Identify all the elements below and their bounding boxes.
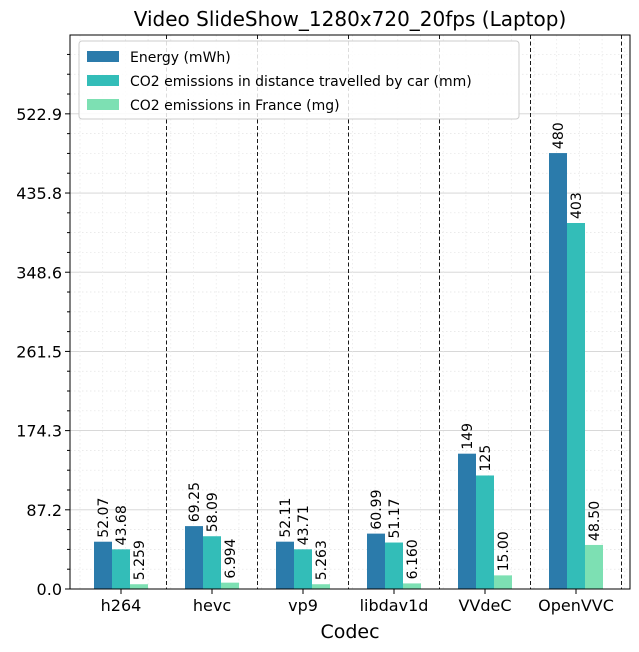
x-tick-label: vp9 <box>288 596 318 615</box>
legend-label: Energy (mWh) <box>130 50 231 66</box>
y-tick-label: 261.5 <box>16 343 62 362</box>
y-tick-label: 174.3 <box>16 422 62 441</box>
bars <box>94 153 603 590</box>
bar <box>94 541 112 589</box>
y-tick-label: 435.8 <box>16 184 62 203</box>
data-label: 69.25 <box>187 482 203 522</box>
chart-title: Video SlideShow_1280x720_20fps (Laptop) <box>134 7 567 31</box>
data-label: 58.09 <box>205 492 221 532</box>
data-label: 51.17 <box>387 498 403 538</box>
grid-layer <box>70 35 630 590</box>
data-label: 125 <box>478 445 494 472</box>
bar <box>494 575 512 589</box>
data-label: 5.259 <box>132 540 148 580</box>
data-label: 52.07 <box>96 498 112 538</box>
bar <box>185 526 203 589</box>
data-label: 6.160 <box>405 539 421 579</box>
y-tick-label: 348.6 <box>16 263 62 282</box>
legend-swatch <box>87 75 119 86</box>
data-label: 60.99 <box>369 490 385 530</box>
data-label: 15.00 <box>496 531 512 571</box>
bar <box>112 549 130 589</box>
bar <box>549 153 567 590</box>
data-label: 403 <box>569 192 585 219</box>
legend-label: CO2 emissions in France (mg) <box>130 98 340 114</box>
bar <box>403 583 421 589</box>
bar <box>221 582 239 589</box>
x-tick-label: hevc <box>193 596 231 615</box>
bar <box>130 584 148 589</box>
bar <box>312 584 330 589</box>
x-axis-title: Codec <box>320 621 379 643</box>
y-tick-label: 0.0 <box>37 580 62 599</box>
legend-swatch <box>87 99 119 110</box>
x-tick-label: VVdeC <box>458 596 511 615</box>
data-label: 52.11 <box>278 498 294 538</box>
legend: Energy (mWh) CO2 emissions in distance tr… <box>78 40 520 120</box>
y-tick-label: 522.9 <box>16 105 62 124</box>
data-label: 5.263 <box>314 540 330 580</box>
y-axis: 0.0 87.2 174.3 261.5 348.6 435.8 522.9 <box>16 53 70 599</box>
bar <box>476 475 494 589</box>
bar <box>294 549 312 589</box>
bar <box>276 541 294 589</box>
x-tick-label: h264 <box>101 596 142 615</box>
x-axis: h264 hevc vp9 libdav1d VVdeC OpenVVC <box>101 589 614 615</box>
data-label: 43.68 <box>114 505 130 545</box>
bar <box>567 222 585 590</box>
bar <box>367 533 385 589</box>
x-tick-label: OpenVVC <box>538 596 614 615</box>
legend-box <box>78 40 520 120</box>
data-label: 48.50 <box>587 501 603 541</box>
data-label: 6.994 <box>223 538 239 578</box>
data-label: 43.71 <box>296 505 312 545</box>
bar <box>385 542 403 589</box>
bar <box>458 453 476 589</box>
category-separators <box>166 35 622 589</box>
data-label: 480 <box>551 122 567 149</box>
bar <box>585 544 603 589</box>
data-label: 149 <box>460 423 476 450</box>
x-tick-label: libdav1d <box>360 596 429 615</box>
legend-swatch <box>87 51 119 62</box>
data-labels: 52.07 69.25 52.11 60.99 149 480 43.68 58.09 43.7… <box>96 122 603 580</box>
bar <box>203 536 221 589</box>
y-tick-label: 87.2 <box>26 501 62 520</box>
legend-label: CO2 emissions in distance travelled by c… <box>130 74 472 90</box>
